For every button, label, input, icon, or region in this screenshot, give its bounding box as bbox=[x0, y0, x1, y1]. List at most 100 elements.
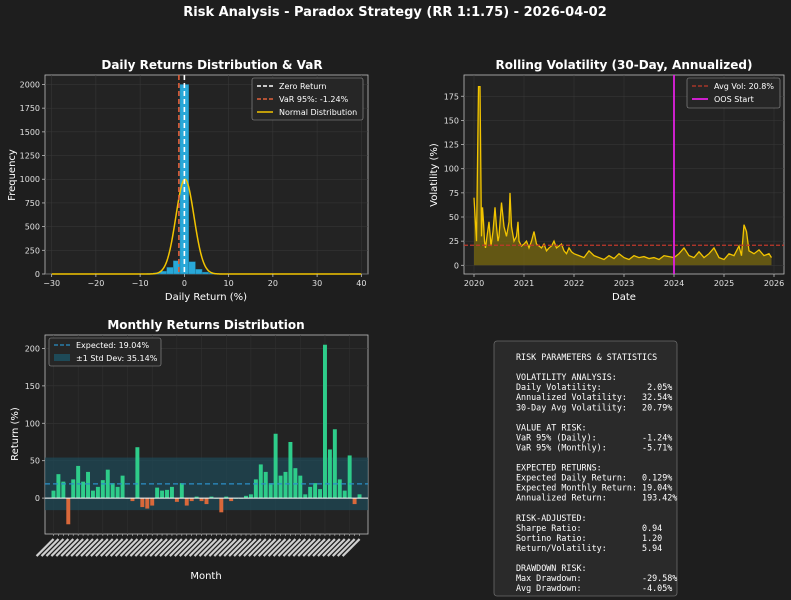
monthly-return-bar bbox=[189, 498, 194, 502]
stats-line: VaR 95% (Monthly): -5.71% bbox=[516, 442, 672, 452]
stats-line: Sharpe Ratio: 0.94 bbox=[516, 523, 662, 533]
y-tick-label: 500 bbox=[25, 223, 40, 232]
rolling-volatility-x-label: Date bbox=[612, 292, 636, 303]
risk-statistics-box bbox=[493, 340, 678, 597]
monthly-returns-reference-lines bbox=[45, 483, 368, 499]
rolling-volatility-plot bbox=[464, 75, 784, 274]
x-tick-label-mark bbox=[124, 538, 144, 557]
x-tick-label-mark bbox=[267, 538, 287, 557]
daily-returns-y-ticks: 0 250 500 750 1000 1250 1500 1750 2000 bbox=[20, 80, 45, 279]
rolling-volatility-y-ticks: 0 25 50 75 100 125 150 175 bbox=[444, 92, 464, 270]
x-tick-label-mark bbox=[50, 538, 70, 557]
x-tick-label-mark bbox=[45, 538, 65, 557]
y-tick-label: 50 bbox=[449, 213, 459, 222]
x-tick-label-mark bbox=[154, 538, 173, 557]
y-tick-label: 125 bbox=[444, 141, 459, 150]
stats-line: 30-Day Avg Volatility: 20.79% bbox=[516, 402, 672, 412]
figure-title: Risk Analysis - Paradox Strategy (RR 1:1… bbox=[183, 5, 607, 20]
x-tick-label-mark bbox=[114, 538, 134, 557]
monthly-return-bar bbox=[258, 464, 263, 499]
monthly-return-bar bbox=[229, 498, 234, 502]
x-tick-label-mark bbox=[292, 538, 312, 557]
legend-oos: OOS Start bbox=[714, 95, 754, 104]
x-tick-label: 2020 bbox=[464, 279, 484, 288]
x-tick-label: 2026 bbox=[764, 279, 784, 288]
x-tick-label: 2025 bbox=[714, 279, 734, 288]
monthly-return-bar bbox=[115, 486, 120, 499]
x-tick-label: 2022 bbox=[564, 279, 584, 288]
histogram-bar bbox=[166, 267, 174, 275]
monthly-return-bar bbox=[347, 455, 352, 499]
y-tick-label: 25 bbox=[449, 237, 459, 246]
x-tick-label-mark bbox=[159, 538, 178, 557]
x-tick-label-mark bbox=[169, 538, 188, 557]
monthly-return-bar bbox=[81, 481, 86, 499]
y-tick-label: 100 bbox=[444, 165, 459, 174]
rolling-volatility-panel: Rolling Volatility (30-Day, Annualized) … bbox=[429, 58, 785, 303]
x-tick-label-mark bbox=[307, 538, 326, 557]
x-tick-label-mark bbox=[213, 538, 233, 557]
monthly-return-bar bbox=[194, 496, 199, 499]
rolling-volatility-y-label: Volatility (%) bbox=[429, 143, 440, 207]
y-tick-label: 0 bbox=[454, 261, 459, 270]
monthly-return-bar bbox=[327, 449, 332, 499]
x-tick-label-mark bbox=[119, 538, 139, 557]
stats-line: Annualized Volatility: 32.54% bbox=[516, 392, 672, 402]
x-tick-label-mark bbox=[233, 538, 252, 557]
monthly-return-bar bbox=[303, 494, 308, 499]
monthly-return-bar bbox=[313, 483, 318, 499]
monthly-return-bar bbox=[293, 468, 298, 499]
stats-line: VaR 95% (Daily): -1.24% bbox=[516, 432, 672, 442]
x-tick-label-mark bbox=[297, 538, 316, 557]
x-tick-label-mark bbox=[149, 538, 168, 557]
daily-returns-x-ticks: −30 −20 −10 0 10 20 30 40 bbox=[43, 274, 366, 288]
monthly-return-bar bbox=[332, 429, 337, 499]
x-tick-label-mark bbox=[104, 538, 124, 557]
monthly-return-bar bbox=[268, 483, 273, 499]
monthly-return-bar bbox=[209, 496, 214, 499]
monthly-return-bar bbox=[160, 490, 165, 499]
volatility-line bbox=[473, 85, 773, 261]
x-tick-label: 30 bbox=[312, 279, 322, 288]
stats-line: Annualized Return: 193.42% bbox=[516, 493, 677, 503]
monthly-return-bar bbox=[165, 489, 169, 499]
y-tick-label: 75 bbox=[449, 189, 459, 198]
x-tick-label-mark bbox=[198, 538, 218, 557]
monthly-returns-legend: Expected: 19.04% ±1 Std Dev: 35.14% bbox=[48, 337, 162, 367]
monthly-return-bar bbox=[145, 498, 150, 509]
y-tick-label: 2000 bbox=[20, 80, 40, 89]
monthly-return-bar bbox=[199, 498, 204, 502]
x-tick-label-mark bbox=[331, 538, 351, 557]
monthly-return-bar bbox=[184, 498, 189, 506]
risk-statistics-text: RISK PARAMETERS & STATISTICS VOLATILITY A… bbox=[516, 352, 677, 593]
rolling-volatility-x-ticks: 2020 2021 2022 2023 2024 2025 2026 bbox=[464, 274, 784, 288]
x-tick-label-mark bbox=[312, 538, 331, 557]
x-tick-label-mark bbox=[257, 538, 277, 557]
monthly-return-bar bbox=[76, 465, 81, 499]
y-tick-label: 100 bbox=[25, 419, 40, 428]
monthly-return-bar bbox=[174, 498, 179, 502]
daily-returns-panel: Daily Returns Distribution & VaR −30 −20−… bbox=[7, 58, 369, 303]
monthly-returns-y-label: Return (%) bbox=[10, 407, 21, 461]
x-tick-label-mark bbox=[144, 538, 163, 557]
stats-line: RISK PARAMETERS & STATISTICS bbox=[516, 352, 657, 362]
legend-expected: Expected: 19.04% bbox=[76, 341, 149, 350]
y-tick-label: 1000 bbox=[20, 175, 40, 184]
x-tick-label: 10 bbox=[224, 279, 234, 288]
x-tick-label-mark bbox=[134, 538, 154, 557]
daily-returns-reference-lines bbox=[51, 75, 362, 275]
x-tick-label-mark bbox=[164, 538, 183, 557]
x-tick-label-mark bbox=[336, 538, 356, 557]
monthly-return-bar bbox=[66, 498, 71, 525]
x-tick-label-mark bbox=[287, 538, 307, 557]
monthly-return-bar bbox=[323, 344, 327, 499]
x-tick-label-mark bbox=[99, 538, 119, 557]
monthly-return-bar bbox=[273, 433, 278, 499]
risk-statistics-panel: RISK PARAMETERS & STATISTICS VOLATILITY A… bbox=[493, 340, 678, 597]
x-tick-label-mark bbox=[238, 538, 257, 557]
y-tick-label: 0 bbox=[35, 494, 40, 503]
monthly-return-bar bbox=[357, 494, 362, 499]
monthly-returns-x-ticks bbox=[35, 534, 361, 557]
y-tick-label: 1500 bbox=[20, 128, 40, 137]
